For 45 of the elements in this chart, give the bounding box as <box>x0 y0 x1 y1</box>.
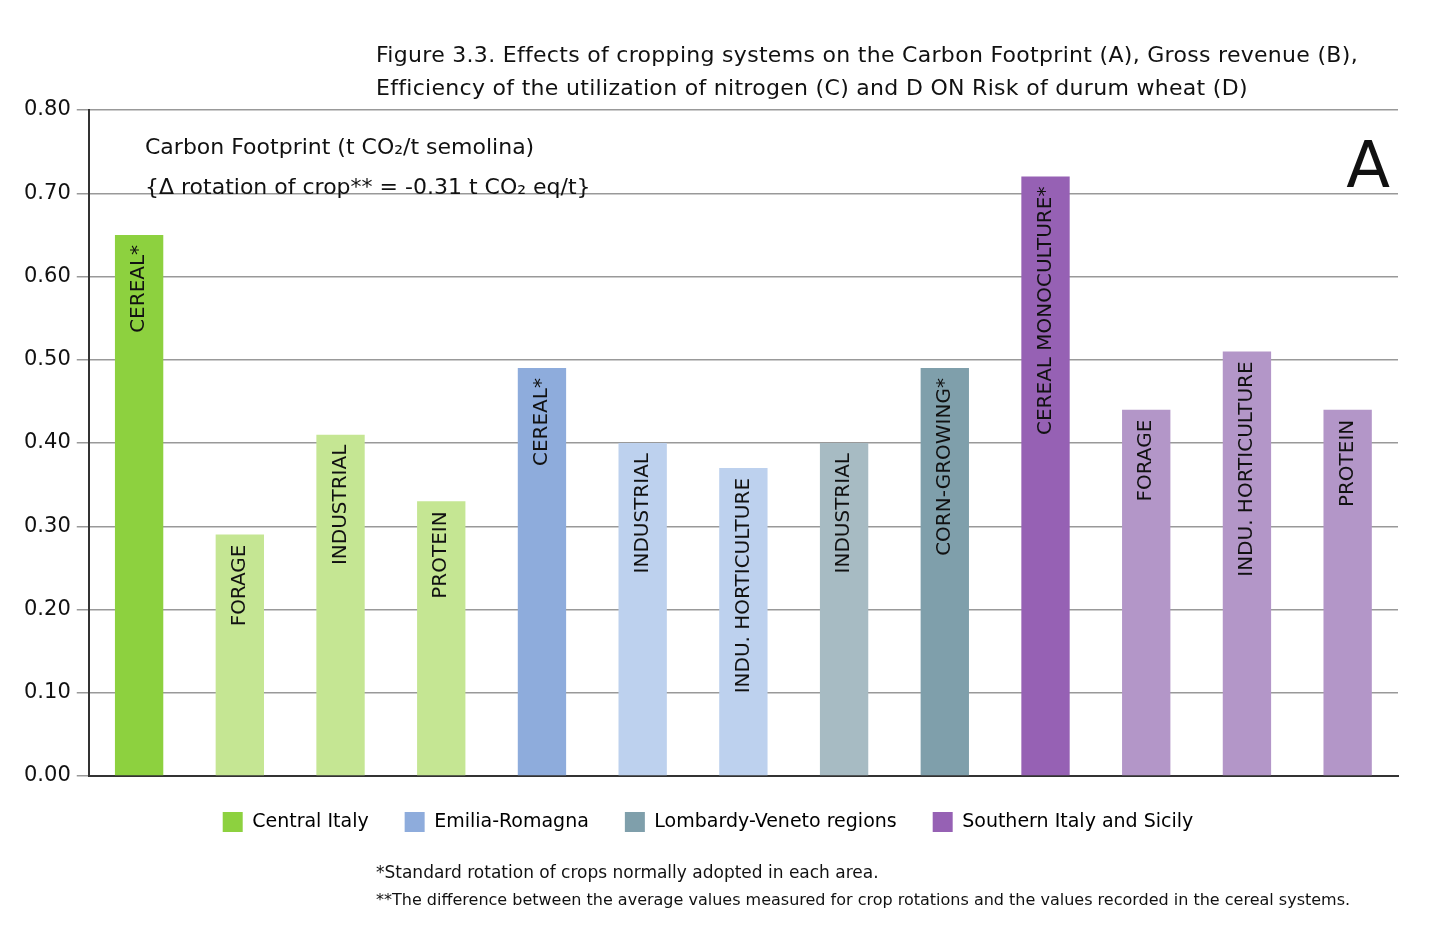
bar <box>719 467 768 776</box>
text: **The difference between the average values measured for crop rotations and the values recorded in the cereal systems. <box>376 890 1351 909</box>
x-tick-label: CORN-GROWING* <box>931 378 955 556</box>
legend-label: Southern Italy and Sicily <box>962 808 1194 831</box>
bar <box>1021 176 1070 776</box>
bar <box>1323 409 1372 776</box>
y-tick-label: 0.40 <box>23 429 71 454</box>
text: *Standard rotation of crops normally adopted in each area. <box>376 862 879 882</box>
y-tick-label: 0.50 <box>23 346 71 371</box>
bar <box>920 368 969 776</box>
x-tick-label: FORAGE <box>226 544 251 627</box>
y-tick-label: 0.60 <box>23 262 71 287</box>
annotation: {Δ rotation of crop** = -0.31 t CO₂ eq/t} <box>145 174 591 199</box>
bar <box>114 234 164 776</box>
x-tick-label: INDUSTRIAL <box>830 452 855 574</box>
bar <box>618 443 667 776</box>
bar <box>417 501 466 776</box>
x-tick-label: INDUSTRIAL <box>326 443 351 566</box>
y-tick-label: 0.00 <box>23 762 71 787</box>
bar <box>1222 351 1272 776</box>
x-tick-label: INDU. HORTICULTURE <box>1233 361 1258 577</box>
legend-label: Lombardy-Veneto regions <box>654 808 897 831</box>
bar <box>819 443 869 776</box>
x-tick-label: PROTEIN <box>1333 419 1358 508</box>
bar <box>215 534 264 776</box>
x-tick-label: CEREAL* <box>528 378 553 467</box>
x-tick-label: INDU. HORTICULTURE <box>729 477 754 694</box>
y-tick-label: 0.70 <box>23 179 71 204</box>
x-tick-label: CEREAL MONOCULTURE* <box>1031 186 1056 436</box>
x-tick-label: CEREAL* <box>125 244 150 333</box>
legend-label: Emilia-Romagna <box>434 808 589 831</box>
x-tick-label: INDUSTRIAL <box>628 452 653 574</box>
x-tick-label: FORAGE <box>1132 419 1157 502</box>
y-tick-label: 0.10 <box>23 679 71 704</box>
annotation: Carbon Footprint (t CO₂/t semolina) <box>145 134 535 159</box>
bar <box>1122 409 1171 776</box>
bar <box>517 368 567 776</box>
y-tick-label: 0.20 <box>23 595 71 620</box>
bar <box>316 434 365 776</box>
y-tick-label: 0.30 <box>23 512 71 537</box>
x-tick-label: PROTEIN <box>427 511 452 599</box>
annotation: A <box>1346 128 1390 202</box>
chart-title: Figure 3.3. Effects of cropping systems on the Carbon Footprint (A), Gross revenue (B), Efficiency of the utilization of nitrogen (C) and D ON Risk of durum wheat (D) <box>376 41 1359 102</box>
legend-label: Central Italy <box>252 808 369 831</box>
y-tick-label: 0.80 <box>23 96 71 121</box>
